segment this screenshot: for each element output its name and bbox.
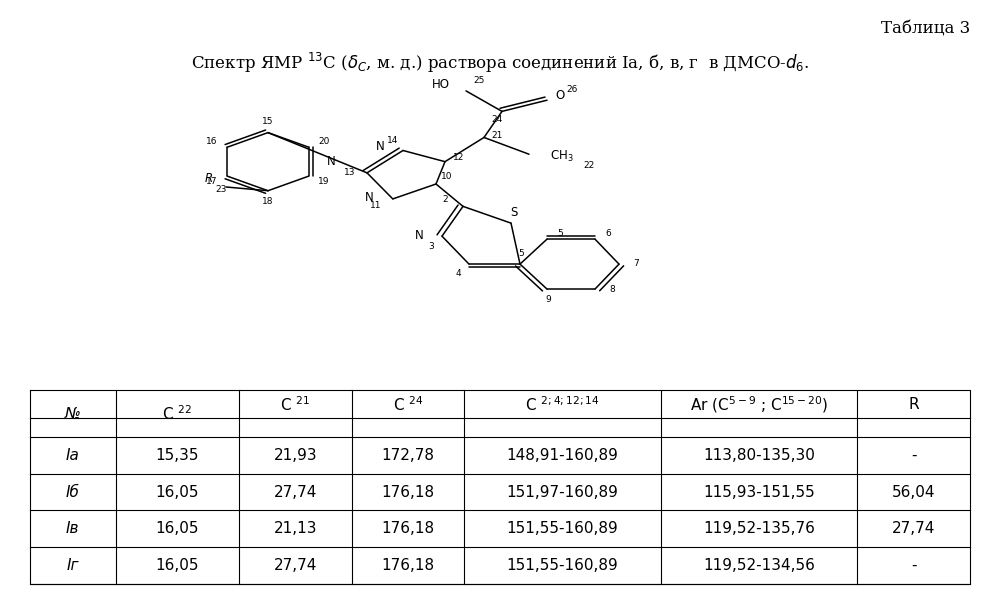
Text: 3: 3 xyxy=(428,242,434,251)
Text: Спектр ЯМР $^{13}$C ($\delta_C$, м. д.) раствора соединений Ia, б, в, г  в ДМСО-: Спектр ЯМР $^{13}$C ($\delta_C$, м. д.) … xyxy=(191,51,809,74)
Text: N: N xyxy=(364,191,373,204)
Text: Ar (C$^{5-9}$ ; C$^{15-20}$): Ar (C$^{5-9}$ ; C$^{15-20}$) xyxy=(690,394,828,415)
Text: R: R xyxy=(908,397,919,412)
Text: 119,52-134,56: 119,52-134,56 xyxy=(703,558,815,573)
Text: Iг: Iг xyxy=(67,558,79,573)
Text: 151,55-160,89: 151,55-160,89 xyxy=(507,522,619,536)
Text: 16,05: 16,05 xyxy=(156,485,199,499)
Text: C $^{2;4;12;14}$: C $^{2;4;12;14}$ xyxy=(525,395,600,414)
Text: 9: 9 xyxy=(545,295,551,304)
Text: 13: 13 xyxy=(344,167,356,176)
Text: 16: 16 xyxy=(206,137,218,146)
Text: -: - xyxy=(911,448,916,462)
Text: №: № xyxy=(65,406,81,421)
Text: 18: 18 xyxy=(262,197,274,206)
Text: 10: 10 xyxy=(441,172,453,181)
Text: 26: 26 xyxy=(567,85,578,94)
Text: 115,93-151,55: 115,93-151,55 xyxy=(703,485,815,499)
Text: 11: 11 xyxy=(370,201,382,210)
Text: 56,04: 56,04 xyxy=(892,485,935,499)
Text: 16,05: 16,05 xyxy=(156,522,199,536)
Text: 16,05: 16,05 xyxy=(156,558,199,573)
Text: 176,18: 176,18 xyxy=(382,558,435,573)
Text: 6: 6 xyxy=(605,229,611,238)
Text: 5: 5 xyxy=(518,249,524,258)
Text: CH$_3$: CH$_3$ xyxy=(550,148,574,164)
Text: 27,74: 27,74 xyxy=(274,485,317,499)
Text: 5: 5 xyxy=(557,229,563,238)
Text: C $^{22}$: C $^{22}$ xyxy=(162,404,192,423)
Text: 17: 17 xyxy=(206,177,218,187)
Text: 172,78: 172,78 xyxy=(382,448,435,462)
Text: N: N xyxy=(415,229,424,242)
Text: HO: HO xyxy=(432,77,450,91)
Text: N: N xyxy=(376,140,385,153)
Text: S: S xyxy=(510,206,518,219)
Text: 20: 20 xyxy=(318,137,330,146)
Text: 14: 14 xyxy=(387,136,398,145)
Text: 113,80-135,30: 113,80-135,30 xyxy=(703,448,815,462)
Text: 4: 4 xyxy=(455,269,461,278)
Text: R: R xyxy=(205,172,213,185)
Text: 21,93: 21,93 xyxy=(273,448,317,462)
Text: Iв: Iв xyxy=(66,522,80,536)
Text: 151,55-160,89: 151,55-160,89 xyxy=(507,558,619,573)
Text: 25: 25 xyxy=(474,76,485,85)
Text: 23: 23 xyxy=(216,185,227,194)
Text: -: - xyxy=(911,558,916,573)
Text: 21: 21 xyxy=(492,131,503,140)
Text: 12: 12 xyxy=(453,153,464,163)
Text: 19: 19 xyxy=(318,177,330,187)
Text: Iб: Iб xyxy=(66,485,80,499)
Text: 27,74: 27,74 xyxy=(274,558,317,573)
Text: 24: 24 xyxy=(492,115,503,124)
Text: Таблица 3: Таблица 3 xyxy=(881,21,970,38)
Text: N: N xyxy=(327,155,335,168)
Text: 151,97-160,89: 151,97-160,89 xyxy=(507,485,619,499)
Text: 119,52-135,76: 119,52-135,76 xyxy=(703,522,815,536)
Text: 21,13: 21,13 xyxy=(274,522,317,536)
Text: 22: 22 xyxy=(583,161,595,170)
Text: 148,91-160,89: 148,91-160,89 xyxy=(507,448,619,462)
Text: C $^{24}$: C $^{24}$ xyxy=(393,395,423,414)
Text: O: O xyxy=(556,89,565,103)
Text: 15: 15 xyxy=(262,117,274,126)
Text: 15,35: 15,35 xyxy=(156,448,199,462)
Text: 176,18: 176,18 xyxy=(382,522,435,536)
Text: Iа: Iа xyxy=(66,448,80,462)
Text: 7: 7 xyxy=(633,259,639,268)
Text: C $^{21}$: C $^{21}$ xyxy=(280,395,310,414)
Text: 27,74: 27,74 xyxy=(892,522,935,536)
Text: 176,18: 176,18 xyxy=(382,485,435,499)
Text: 2: 2 xyxy=(442,195,448,204)
Text: 8: 8 xyxy=(609,285,615,294)
